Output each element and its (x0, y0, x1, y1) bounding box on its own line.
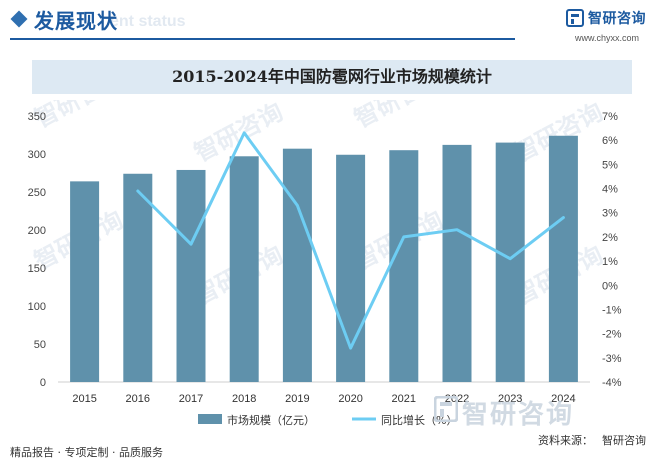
y-right-tick-label: 1% (602, 256, 618, 268)
diamond-icon (10, 10, 28, 28)
x-tick-label: 2021 (392, 393, 416, 405)
y-left-tick-label: 350 (28, 111, 46, 123)
section-title: 发展现状 (34, 9, 118, 33)
bar (176, 169, 206, 382)
x-tick-label: 2018 (232, 393, 256, 405)
footer-slogan: 精品报告 · 专项定制 · 品质服务 (10, 446, 163, 459)
bar (442, 144, 472, 382)
legend-bar-swatch (198, 414, 222, 424)
watermark-text: 智研咨询 (462, 400, 575, 430)
footer-source-label: 资料来源： (538, 434, 593, 447)
y-left-tick-label: 250 (28, 187, 46, 199)
y-right-tick-label: -3% (602, 353, 622, 365)
legend-bar-label: 市场规模（亿元） (227, 413, 315, 427)
bar (70, 181, 100, 382)
bar (282, 148, 312, 382)
y-right-tick-label: -1% (602, 304, 622, 316)
y-right-tick-label: 6% (602, 135, 618, 147)
y-right-tick-label: 0% (602, 280, 618, 292)
x-tick-label: 2019 (285, 393, 309, 405)
y-right-tick-label: -4% (602, 377, 622, 389)
x-tick-label: 2023 (498, 393, 522, 405)
bar (495, 142, 525, 382)
x-tick-label: 2017 (179, 393, 203, 405)
y-right-tick-label: 2% (602, 232, 618, 244)
y-left-tick-label: 50 (34, 339, 46, 351)
growth-line-series (136, 131, 565, 350)
brand-name: 智研咨询 (588, 11, 646, 27)
section-header: ent status 发展现状 智研咨询 www.chyxx.com (0, 0, 667, 43)
y-right-tick-label: 4% (602, 184, 618, 196)
bar (229, 156, 259, 382)
x-tick-label: 2020 (338, 393, 362, 405)
chart-title: 2015-2024年中国防雹网行业市场规模统计 (172, 67, 492, 86)
chart-svg: 智研咨询智研咨询智研咨询智研咨询智研咨询智研咨询智研咨询智研咨询05010015… (28, 100, 622, 427)
footer-source: 智研咨询 (602, 434, 646, 447)
bar (548, 135, 578, 382)
brand-url: www.chyxx.com (575, 33, 640, 43)
header-divider (10, 38, 515, 40)
bar (389, 150, 419, 382)
watermark-tile: 智研咨询 (350, 100, 448, 133)
brand-logo-icon (566, 9, 584, 27)
x-tick-label: 2016 (126, 393, 150, 405)
x-tick-label: 2024 (551, 393, 575, 405)
watermark-logo-icon (434, 396, 458, 422)
y-right-tick-label: 3% (602, 208, 618, 220)
x-tick-label: 2015 (72, 393, 96, 405)
chart-title-band (32, 60, 632, 94)
bar (123, 173, 153, 382)
y-left-tick-label: 0 (40, 377, 46, 389)
y-left-tick-label: 150 (28, 263, 46, 275)
y-left-tick-label: 100 (28, 301, 46, 313)
y-left-tick-label: 200 (28, 225, 46, 237)
y-right-tick-label: -2% (602, 329, 622, 341)
y-right-tick-label: 7% (602, 111, 618, 123)
y-right-tick-label: 5% (602, 159, 618, 171)
legend-line-label: 同比增长（%） (381, 413, 457, 427)
section-title-ghost: ent status (110, 13, 186, 30)
y-left-tick-label: 300 (28, 149, 46, 161)
